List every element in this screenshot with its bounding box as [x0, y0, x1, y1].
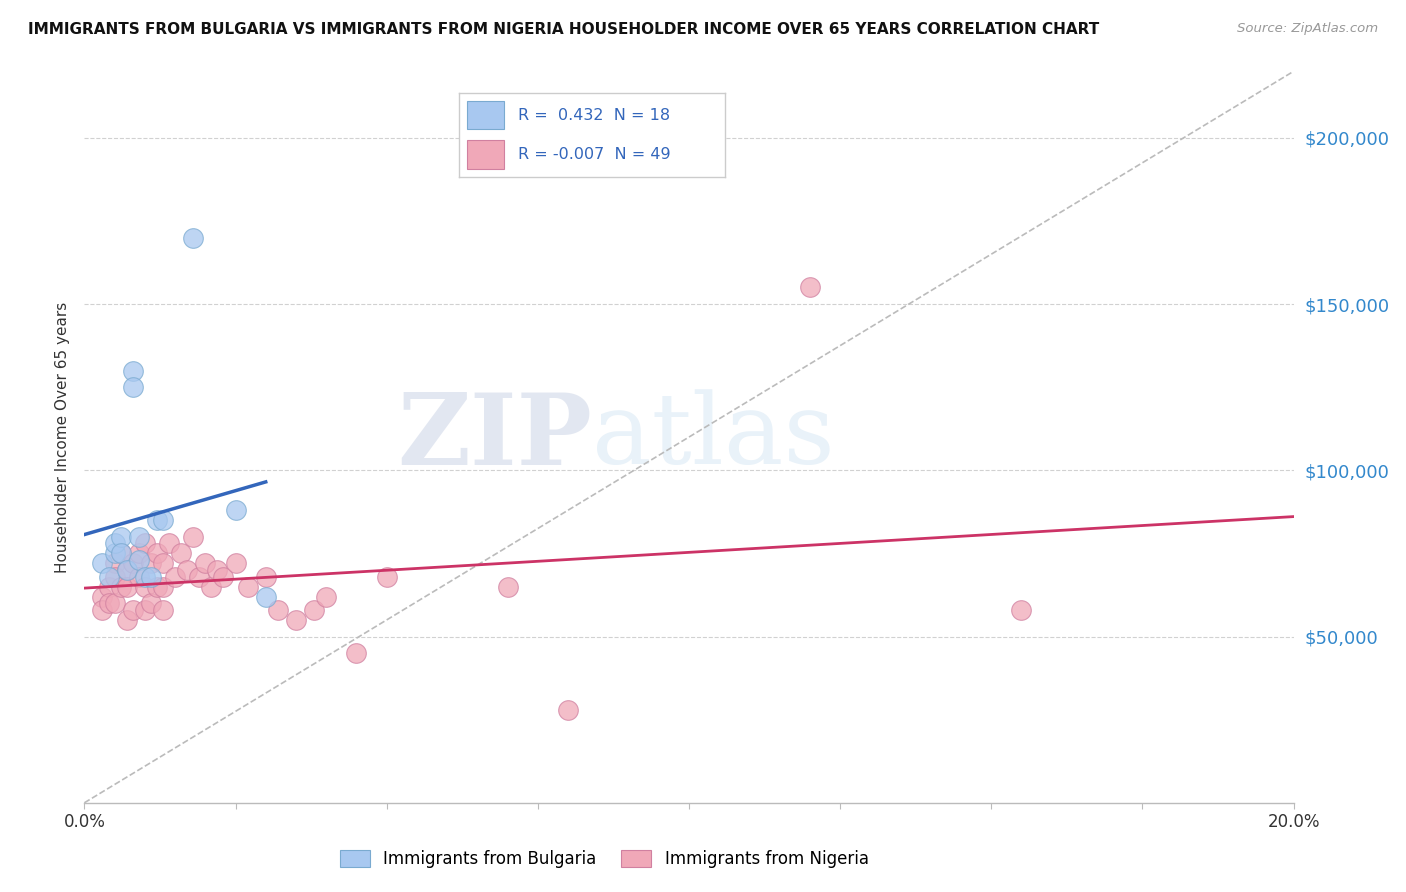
- Point: [254, 570, 277, 584]
- Point: [152, 557, 174, 571]
- Point: [165, 570, 187, 584]
- Point: [121, 557, 143, 571]
- Point: [115, 563, 138, 577]
- Y-axis label: Householder Income Over 65 years: Householder Income Over 65 years: [55, 301, 70, 573]
- Point: [152, 513, 174, 527]
- Point: [104, 596, 127, 610]
- Point: [97, 596, 120, 610]
- Point: [375, 570, 398, 584]
- Point: [128, 546, 150, 560]
- Point: [128, 530, 150, 544]
- Point: [152, 603, 174, 617]
- Point: [91, 590, 114, 604]
- Point: [121, 603, 143, 617]
- Point: [91, 603, 114, 617]
- Point: [104, 570, 127, 584]
- Point: [207, 563, 229, 577]
- Point: [212, 570, 235, 584]
- Point: [188, 570, 211, 584]
- Point: [121, 363, 143, 377]
- Point: [110, 530, 132, 544]
- Point: [97, 570, 120, 584]
- Point: [236, 580, 259, 594]
- Point: [799, 280, 821, 294]
- Point: [267, 603, 290, 617]
- Point: [91, 557, 114, 571]
- Point: [146, 513, 169, 527]
- Point: [128, 553, 150, 567]
- Point: [302, 603, 325, 617]
- Point: [225, 557, 247, 571]
- Point: [110, 546, 132, 560]
- Text: atlas: atlas: [592, 389, 835, 485]
- Point: [181, 230, 204, 244]
- Point: [200, 580, 222, 594]
- Point: [157, 536, 180, 550]
- Point: [115, 580, 138, 594]
- Point: [285, 613, 308, 627]
- Text: Source: ZipAtlas.com: Source: ZipAtlas.com: [1237, 22, 1378, 36]
- Point: [134, 536, 156, 550]
- Point: [170, 546, 193, 560]
- Point: [346, 646, 368, 660]
- Point: [110, 580, 132, 594]
- Point: [315, 590, 337, 604]
- Point: [104, 546, 127, 560]
- Point: [146, 580, 169, 594]
- Point: [557, 703, 579, 717]
- Point: [152, 580, 174, 594]
- Point: [104, 557, 127, 571]
- Point: [146, 546, 169, 560]
- Point: [134, 603, 156, 617]
- Point: [104, 536, 127, 550]
- Point: [139, 557, 162, 571]
- Point: [139, 596, 162, 610]
- Point: [176, 563, 198, 577]
- Point: [110, 546, 132, 560]
- Point: [97, 580, 120, 594]
- Point: [496, 580, 519, 594]
- Point: [194, 557, 217, 571]
- Point: [254, 590, 277, 604]
- Text: IMMIGRANTS FROM BULGARIA VS IMMIGRANTS FROM NIGERIA HOUSEHOLDER INCOME OVER 65 Y: IMMIGRANTS FROM BULGARIA VS IMMIGRANTS F…: [28, 22, 1099, 37]
- Point: [134, 580, 156, 594]
- Point: [115, 613, 138, 627]
- Legend: Immigrants from Bulgaria, Immigrants from Nigeria: Immigrants from Bulgaria, Immigrants fro…: [333, 844, 876, 875]
- Point: [115, 563, 138, 577]
- Point: [128, 570, 150, 584]
- Point: [134, 570, 156, 584]
- Point: [121, 380, 143, 394]
- Point: [181, 530, 204, 544]
- Point: [1011, 603, 1033, 617]
- Text: ZIP: ZIP: [398, 389, 592, 485]
- Point: [139, 570, 162, 584]
- Point: [225, 503, 247, 517]
